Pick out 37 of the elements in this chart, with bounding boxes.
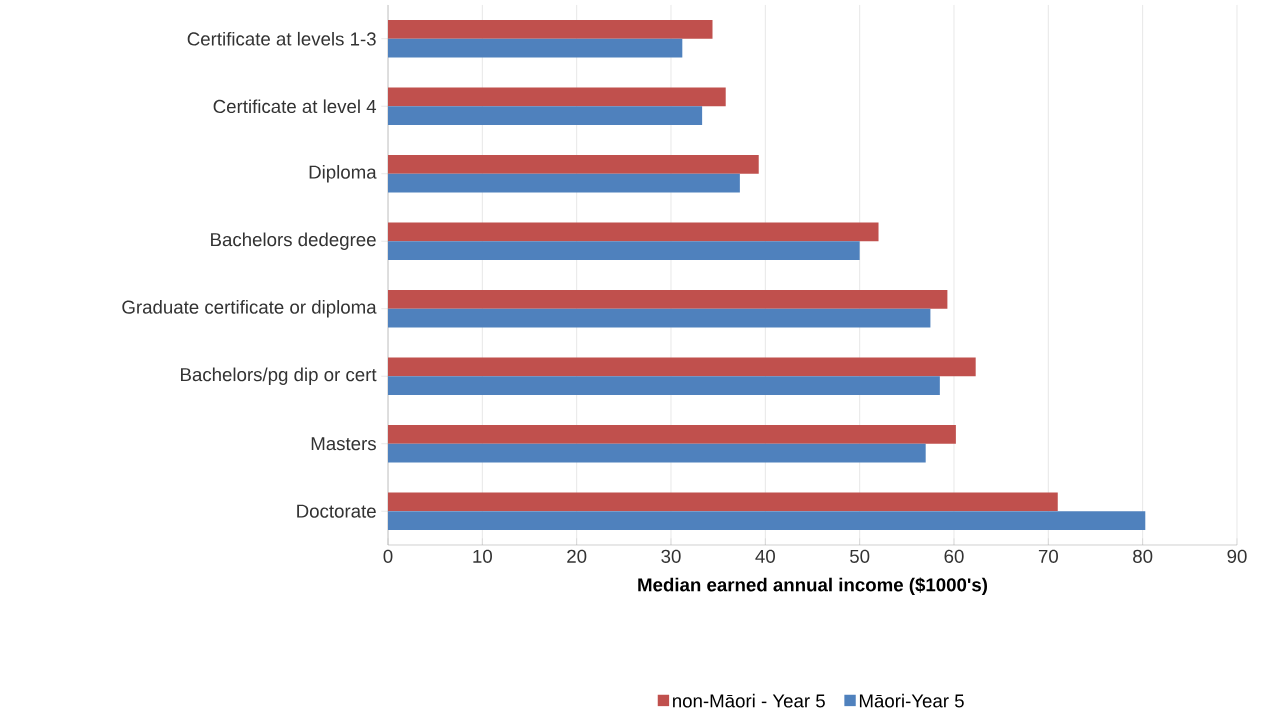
legend-label: Māori-Year 5 — [859, 693, 964, 708]
bar — [388, 308, 931, 328]
y-tick-label: Certificate at levels 1-3 — [187, 31, 376, 46]
y-tick-label: Bachelors/pg dip or cert — [181, 367, 377, 385]
bar — [388, 511, 1146, 530]
x-tick-label: 30 — [661, 549, 681, 563]
x-tick-label: 60 — [944, 549, 964, 563]
bar — [388, 290, 948, 309]
bar — [388, 222, 879, 242]
x-axis-title: Median earned annual income ($1000's) — [638, 577, 988, 596]
bar — [388, 492, 1058, 512]
y-tick-label: Bachelors dedegree — [211, 232, 376, 250]
x-tick-label: 90 — [1227, 549, 1247, 563]
bar — [388, 241, 860, 260]
legend-label: non-Māori - Year 5 — [673, 693, 825, 708]
bar — [388, 20, 713, 39]
bar — [388, 87, 726, 107]
y-tick-label: Certificate at level 4 — [213, 99, 377, 114]
x-tick-label: 0 — [383, 549, 393, 563]
bar — [388, 155, 759, 174]
bar — [388, 376, 940, 395]
y-tick-label: Graduate certificate or diploma — [122, 300, 377, 318]
bar — [388, 173, 740, 193]
bar — [388, 425, 956, 444]
bar — [388, 357, 976, 377]
bar — [388, 38, 683, 58]
bar — [388, 106, 703, 125]
x-tick-label: 50 — [850, 549, 870, 563]
bar — [388, 443, 926, 463]
x-tick-label: 70 — [1038, 549, 1058, 563]
y-tick-label: Doctorate — [297, 504, 376, 518]
x-tick-label: 80 — [1133, 549, 1153, 563]
x-tick-label: 10 — [473, 549, 492, 563]
y-tick-label: Diploma — [309, 165, 377, 183]
x-tick-label: 40 — [755, 549, 775, 563]
y-tick-label: Masters — [311, 437, 376, 451]
x-tick-label: 20 — [567, 549, 587, 563]
